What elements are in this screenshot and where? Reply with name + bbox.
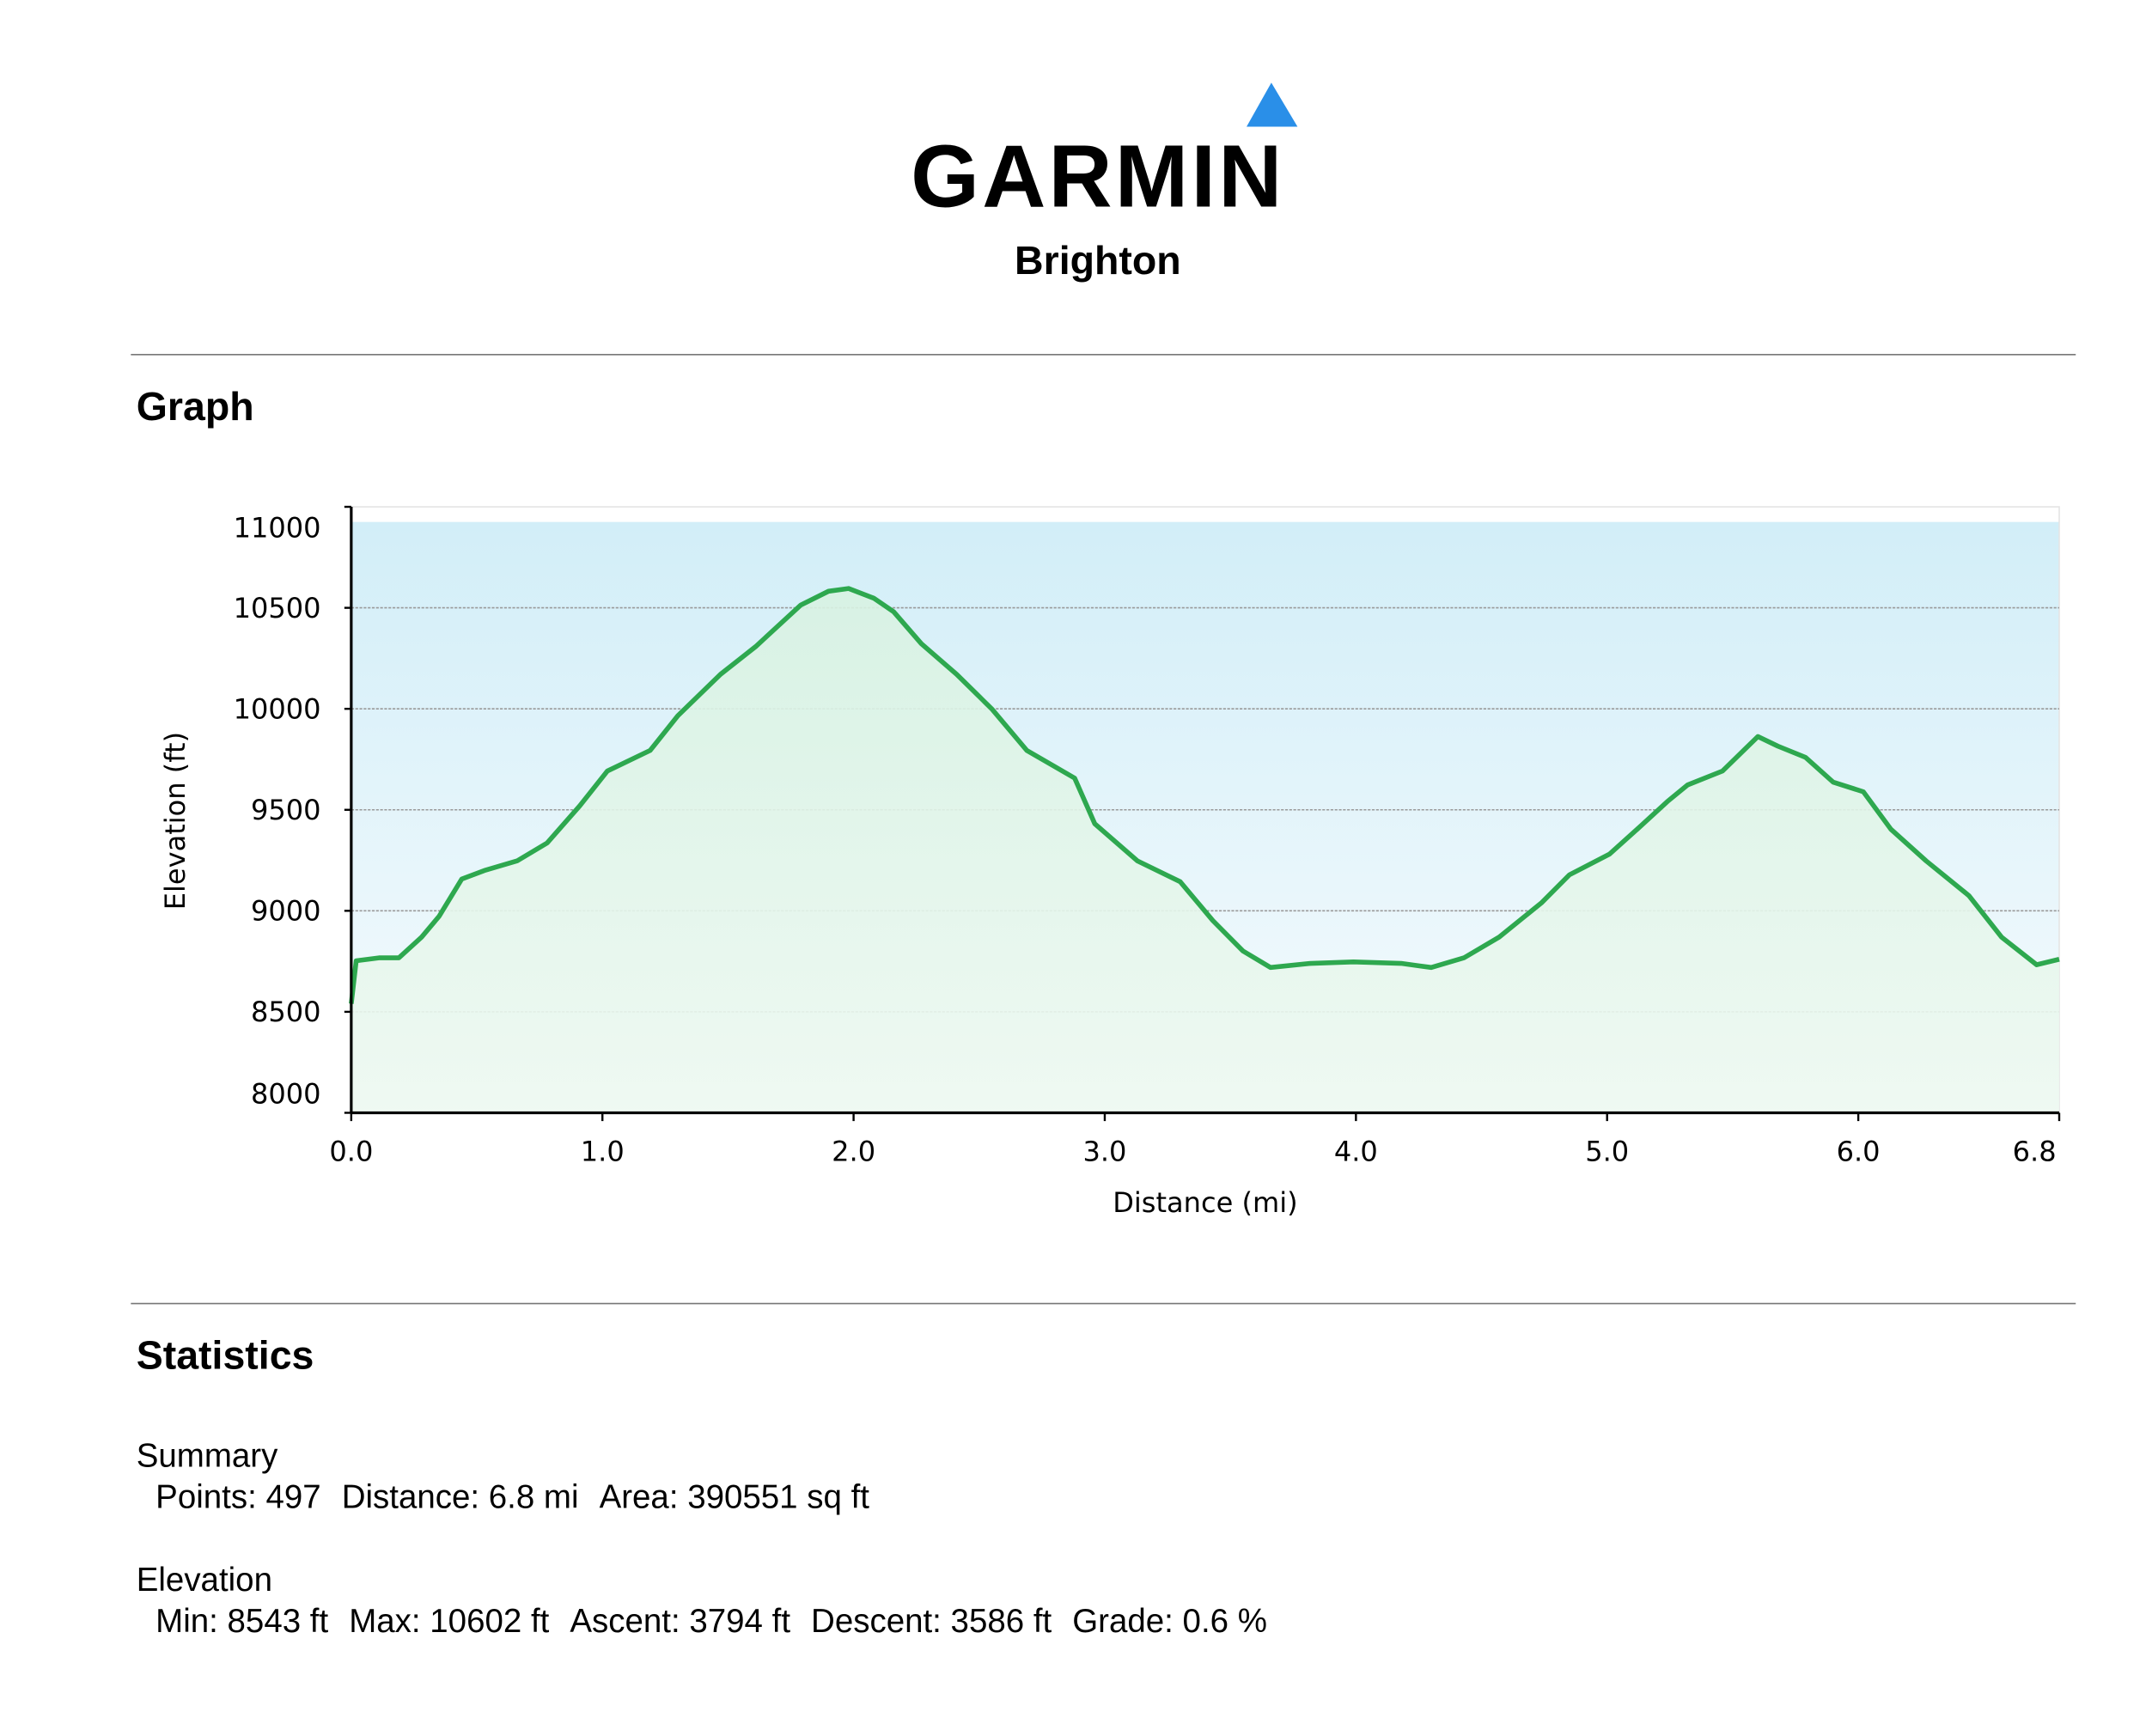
stat-item: Points: 497 [155,1479,320,1516]
stat-item: Distance: 6.8 mi [342,1479,579,1516]
y-tick-label: 10000 [234,692,321,725]
section-heading: Graph [137,384,254,429]
x-tick-label: 5.0 [1585,1136,1629,1168]
y-axis-label: Elevation (ft) [159,732,192,910]
x-tick-label: 6.8 [2013,1136,2057,1168]
y-tick-label: 8000 [251,1077,321,1110]
stat-item: Descent: 3586 ft [811,1603,1052,1640]
x-tick-label: 6.0 [1837,1136,1881,1168]
stat-item: Ascent: 3794 ft [570,1603,790,1640]
stat-group-title: Elevation [137,1562,272,1599]
elevation-line [349,586,2060,1004]
stat-item: Min: 8543 ft [155,1603,328,1640]
stat-line: Min: 8543 ft Max: 10602 ft Ascent: 3794 ft… [155,1603,1267,1640]
stat-item: Area: 390551 sq ft [600,1479,870,1516]
report-title: Brighton [1015,238,1181,283]
area-fill [351,588,2059,1113]
x-tick-label: 4.0 [1334,1136,1378,1168]
plot: 8000 8500 9000 9500 10000 10500 11000 0.0 1.0 2.0… [159,505,2061,1219]
y-tick-label: 10500 [234,592,321,624]
y-tick-label: 11000 [234,511,321,544]
logo: GARMIN [911,126,1284,225]
logo-triangle [1247,82,1298,127]
x-axis-label: Distance (mi) [1113,1186,1297,1219]
stat-group-title: Summary [137,1438,278,1475]
stat-item: Grade: 0.6 % [1072,1603,1267,1640]
y-tick-label: 8500 [251,996,321,1028]
statistics: Summary Points: 497 Distance: 6.8 mi Area: … [137,1438,1267,1640]
x-tick-label: 1.0 [581,1136,625,1168]
stat-item: Max: 10602 ft [349,1603,549,1640]
x-tick-label: 3.0 [1082,1136,1126,1168]
x-tick-label: 2.0 [832,1136,875,1168]
section-heading: Statistics [137,1333,314,1378]
stat-line: Points: 497 Distance: 6.8 mi Area: 390551 … [155,1479,869,1516]
y-tick-label: 9000 [251,895,321,928]
y-tick-label: 9500 [251,794,321,826]
x-tick-label: 0.0 [329,1136,373,1168]
